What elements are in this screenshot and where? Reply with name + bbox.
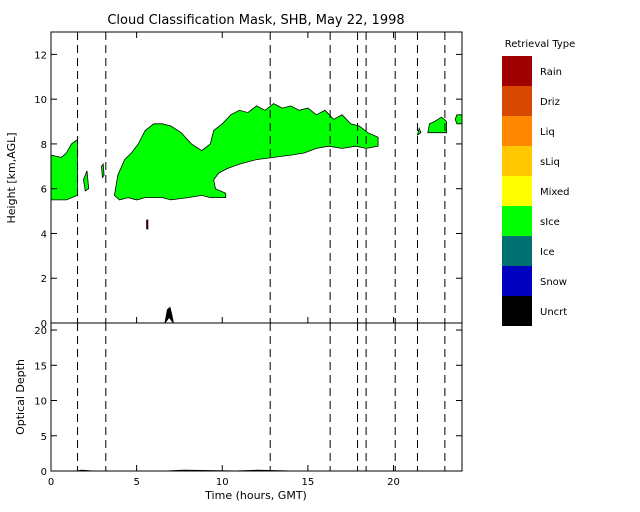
- top-y-tick-label: 2: [41, 274, 47, 285]
- chart-title: Cloud Classification Mask, SHB, May 22, …: [107, 13, 404, 28]
- legend-swatch-sliq: [502, 146, 532, 176]
- legend-label-sliq: sLiq: [540, 157, 560, 168]
- x-axis-label: Time (hours, GMT): [204, 489, 307, 502]
- top-y-tick-label: 6: [41, 185, 47, 196]
- x-tick-label: 5: [133, 477, 139, 488]
- legend-label-snow: Snow: [540, 277, 567, 288]
- bottom-y-axis-label: Optical Depth: [14, 359, 27, 435]
- x-tick-label: 0: [48, 477, 54, 488]
- legend-label-rain: Rain: [540, 67, 562, 78]
- top-y-tick-label: 4: [41, 229, 47, 240]
- bottom-y-tick-label: 0: [41, 467, 47, 478]
- top-y-axis-label: Height [km,AGL]: [5, 132, 18, 223]
- classification-regions: [50, 103, 463, 324]
- top-y-tick-label: 12: [34, 50, 47, 61]
- bottom-plot-frame: [50, 322, 463, 472]
- legend-label-driz: Driz: [540, 97, 560, 108]
- region-sice-4: [427, 116, 447, 134]
- region-sice-2: [101, 163, 105, 179]
- optical-depth-panel: 0 5 10 15 20 0 5 10 15 20 Optical Depth Time (ho…: [14, 322, 463, 502]
- legend-label-liq: Liq: [540, 127, 555, 138]
- legend-swatch-sice: [502, 206, 532, 236]
- x-tick-label: 20: [387, 477, 400, 488]
- legend-label-uncrt: Uncrt: [540, 307, 567, 318]
- top-y-tick-label: 0: [41, 319, 47, 330]
- region-uncrt-7: [164, 306, 174, 324]
- legend-swatch-snow: [502, 266, 532, 296]
- top-y-tick-label: 10: [34, 95, 47, 106]
- legend-label-sice: sIce: [540, 217, 560, 228]
- legend-items: Rain Driz Liq sLiq Mixed sIce Ice Snow Uncrt: [502, 56, 570, 326]
- x-tick-label: 15: [302, 477, 315, 488]
- legend-swatch-uncrt: [502, 296, 532, 326]
- region-sice-1: [83, 170, 90, 192]
- legend-swatch-mixed: [502, 176, 532, 206]
- bottom-y-ticks: 0 5 10 15 20: [34, 326, 462, 478]
- legend-label-mixed: Mixed: [540, 187, 570, 198]
- legend-swatch-rain: [502, 56, 532, 86]
- legend-swatch-ice: [502, 236, 532, 266]
- bottom-y-tick-label: 15: [34, 361, 47, 372]
- legend: Retrieval Type Rain Driz Liq sLiq Mixed sIce I…: [502, 39, 575, 326]
- bottom-y-tick-label: 5: [41, 432, 47, 443]
- classification-panel: 0 2 4 6 8 10 12 Height [km,AGL]: [5, 31, 463, 330]
- region-sice-6: [416, 126, 422, 136]
- legend-swatch-liq: [502, 116, 532, 146]
- bottom-dashed-lines: [77, 323, 446, 471]
- region-rain-8: [146, 219, 149, 230]
- legend-swatch-driz: [502, 86, 532, 116]
- region-sice-3: [113, 103, 379, 201]
- region-sice-5: [454, 114, 463, 125]
- top-dashed-lines: [77, 32, 446, 323]
- legend-title: Retrieval Type: [505, 39, 576, 50]
- bottom-y-tick-label: 10: [34, 397, 47, 408]
- bottom-y-tick-label: 20: [34, 326, 47, 337]
- x-tick-label: 10: [216, 477, 229, 488]
- legend-label-ice: Ice: [540, 247, 555, 258]
- top-x-ticks: [50, 32, 394, 323]
- top-y-tick-label: 8: [41, 140, 47, 151]
- region-sice-0: [50, 138, 78, 201]
- bottom-x-ticks: 0 5 10 15 20: [48, 465, 400, 488]
